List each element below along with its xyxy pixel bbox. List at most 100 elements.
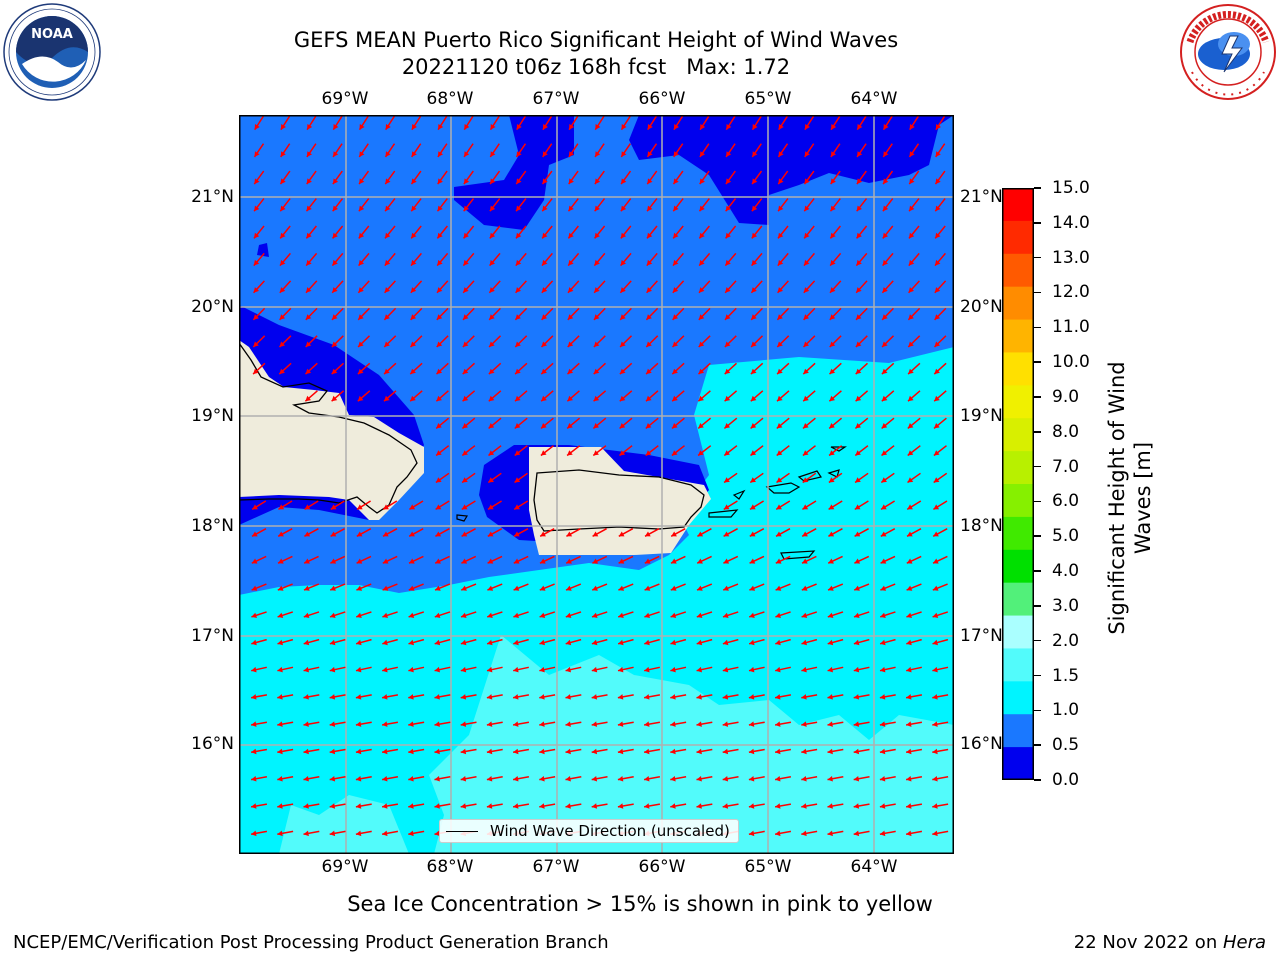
wind-wave-arrowhead	[513, 748, 519, 755]
wind-wave-arrowhead	[565, 721, 571, 727]
wind-wave-arrowhead	[620, 314, 626, 320]
wind-wave-arrowhead	[436, 450, 442, 456]
wind-wave-arrowhead	[935, 151, 941, 157]
wind-wave-arrowhead	[252, 504, 258, 510]
wind-wave-arrowhead	[723, 585, 729, 591]
wind-wave-arrowhead	[906, 666, 912, 673]
lat-tick-left-17n: 17°N	[191, 626, 234, 646]
ocean-band-0-0-5-dot	[257, 243, 269, 257]
wind-wave-arrowhead	[881, 395, 888, 402]
wind-wave-arrowhead	[670, 694, 676, 700]
wind-wave-arrowhead	[699, 287, 705, 293]
wind-wave-arrowhead	[566, 531, 573, 537]
wind-wave-arrowhead	[645, 531, 651, 537]
wind-wave-arrowhead	[568, 287, 574, 293]
wind-wave-arrowhead	[593, 368, 600, 375]
wind-wave-arrowhead	[879, 694, 886, 700]
wind-wave-arrowhead	[883, 178, 889, 185]
wind-wave-arrowhead	[411, 205, 417, 212]
wind-wave-arrowhead	[696, 776, 702, 782]
chart-title: GEFS MEAN Puerto Rico Significant Height…	[293, 28, 899, 52]
colorbar-swatch	[1002, 747, 1034, 781]
wind-wave-arrowhead	[516, 178, 522, 185]
wind-wave-arrowhead	[358, 287, 364, 293]
wind-wave-arrowhead	[775, 748, 781, 755]
colorbar-tick-label: 11.0	[1052, 317, 1090, 338]
wind-wave-arrowhead	[434, 639, 441, 646]
colorbar-tick-mark	[1034, 396, 1041, 398]
wind-wave-arrowhead	[490, 151, 496, 157]
wind-wave-arrowhead	[775, 830, 781, 837]
wind-wave-arrowhead	[801, 612, 808, 618]
wind-wave-arrowhead	[539, 694, 545, 700]
wind-wave-arrowhead	[464, 124, 470, 130]
wind-wave-arrowhead	[778, 205, 784, 212]
wind-wave-arrowhead	[933, 450, 940, 456]
wind-wave-arrowhead	[620, 341, 626, 347]
wind-wave-arrowhead	[932, 803, 938, 809]
wind-wave-arrowhead	[359, 178, 365, 185]
wind-wave-arrowhead	[462, 423, 468, 429]
wind-wave-arrowhead	[488, 368, 495, 375]
wind-wave-arrowhead	[355, 721, 362, 727]
wind-wave-arrowhead	[384, 287, 390, 293]
wind-wave-arrowhead	[461, 504, 468, 510]
wind-wave-arrowhead	[882, 232, 889, 239]
wind-wave-arrowhead	[828, 558, 834, 564]
wind-wave-arrowhead	[854, 585, 860, 591]
wind-wave-arrowhead	[696, 666, 702, 673]
wind-wave-arrowhead	[724, 395, 731, 402]
wind-wave-arrowhead	[935, 259, 941, 266]
wind-wave-arrowhead	[696, 639, 703, 646]
wind-wave-arrowhead	[647, 151, 653, 157]
wind-wave-arrowhead	[514, 450, 521, 456]
wind-wave-arrowhead	[384, 341, 390, 347]
wind-wave-arrowhead	[777, 341, 783, 347]
wind-wave-arrowhead	[280, 259, 286, 266]
wind-wave-arrowhead	[591, 776, 598, 782]
wind-wave-arrowhead	[516, 151, 522, 157]
ocean-band-0-0-5-north-a	[454, 115, 574, 230]
run-machine: Hera	[1222, 932, 1266, 953]
wind-wave-arrowhead	[408, 612, 415, 618]
wind-wave-arrowhead	[618, 558, 625, 564]
wind-wave-arrowhead	[594, 205, 600, 212]
wind-wave-arrowhead	[303, 721, 309, 727]
wind-wave-arrowhead	[670, 721, 676, 727]
wind-wave-arrowhead	[644, 585, 651, 591]
colorbar-label: Significant Height of Wind Waves [m]	[1104, 318, 1156, 678]
wind-wave-arrowhead	[724, 341, 731, 347]
chart-subtitle: 20221120 t06z 168h fcst Max: 1.72	[401, 55, 791, 79]
wind-wave-arrowhead	[437, 178, 443, 185]
wind-wave-arrowhead	[410, 341, 416, 347]
wind-wave-arrowhead	[907, 504, 913, 510]
colorbar-swatch	[1002, 615, 1034, 649]
wind-wave-arrowhead	[672, 368, 678, 375]
wind-wave-arrowhead	[332, 205, 338, 212]
wind-wave-arrowhead	[933, 531, 939, 537]
wind-wave-arrowhead	[436, 368, 443, 375]
wind-wave-arrowhead	[541, 368, 547, 375]
wind-wave-arrowhead	[697, 531, 704, 537]
wind-wave-arrowhead	[542, 178, 548, 185]
wind-wave-arrowhead	[566, 585, 572, 591]
wind-wave-arrowhead	[253, 259, 260, 266]
lat-tick-right-20n: 20°N	[960, 297, 1003, 317]
wind-wave-arrowhead	[646, 368, 652, 375]
wind-wave-arrowhead	[330, 612, 336, 618]
wind-wave-arrowhead	[486, 776, 493, 782]
wind-wave-arrowhead	[489, 314, 495, 320]
wind-wave-arrowhead	[410, 314, 417, 320]
wind-wave-arrowhead	[280, 205, 286, 212]
wind-wave-arrowhead	[827, 776, 833, 782]
wind-wave-arrowhead	[304, 504, 311, 510]
wind-wave-arrowhead	[750, 477, 756, 483]
wind-wave-arrowhead	[908, 368, 914, 375]
wind-wave-arrowhead	[408, 694, 414, 700]
wind-wave-arrowhead	[540, 558, 546, 564]
wind-wave-arrowhead	[385, 124, 391, 130]
wind-wave-arrowhead	[304, 585, 310, 591]
wind-wave-arrowhead	[434, 666, 440, 673]
wind-wave-arrowhead	[775, 612, 781, 618]
colorbar-swatch	[1002, 220, 1034, 255]
